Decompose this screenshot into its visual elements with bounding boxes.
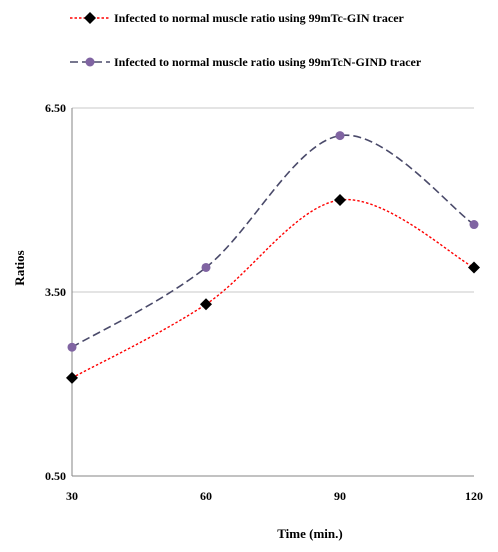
legend-marker bbox=[84, 12, 96, 24]
x-tick-label: 60 bbox=[200, 489, 212, 503]
series-line bbox=[71, 199, 475, 379]
y-tick-label: 6.50 bbox=[45, 101, 66, 115]
data-point bbox=[201, 262, 211, 272]
data-point bbox=[334, 194, 346, 206]
y-tick-label: 3.50 bbox=[45, 285, 66, 299]
y-tick-labels: 0.50 3.50 6.50 bbox=[45, 101, 66, 483]
legend-entry: Infected to normal muscle ratio using 99… bbox=[70, 55, 422, 69]
legend: Infected to normal muscle ratio using 99… bbox=[70, 11, 422, 69]
legend-label: Infected to normal muscle ratio using 99… bbox=[114, 11, 405, 25]
y-axis-title: Ratios bbox=[12, 250, 27, 285]
series-2 bbox=[67, 131, 479, 352]
legend-label: Infected to normal muscle ratio using 99… bbox=[114, 55, 422, 69]
y-tick-label: 0.50 bbox=[45, 469, 66, 483]
data-point bbox=[66, 371, 78, 384]
x-axis-title: Time (min.) bbox=[277, 526, 342, 541]
x-tick-label: 90 bbox=[334, 489, 346, 503]
x-tick-label: 120 bbox=[465, 489, 483, 503]
x-tick-labels: 30 60 90 120 bbox=[66, 489, 483, 503]
data-point bbox=[67, 342, 77, 352]
legend-marker bbox=[85, 57, 95, 67]
legend-entry: Infected to normal muscle ratio using 99… bbox=[70, 11, 405, 25]
series-layer bbox=[66, 131, 480, 384]
data-point bbox=[469, 220, 479, 230]
data-point bbox=[468, 261, 480, 274]
gridlines bbox=[72, 107, 474, 293]
data-point bbox=[200, 298, 212, 311]
series-line bbox=[71, 134, 475, 348]
series-1 bbox=[66, 194, 480, 384]
x-tick-label: 30 bbox=[66, 489, 78, 503]
data-point bbox=[335, 131, 345, 141]
